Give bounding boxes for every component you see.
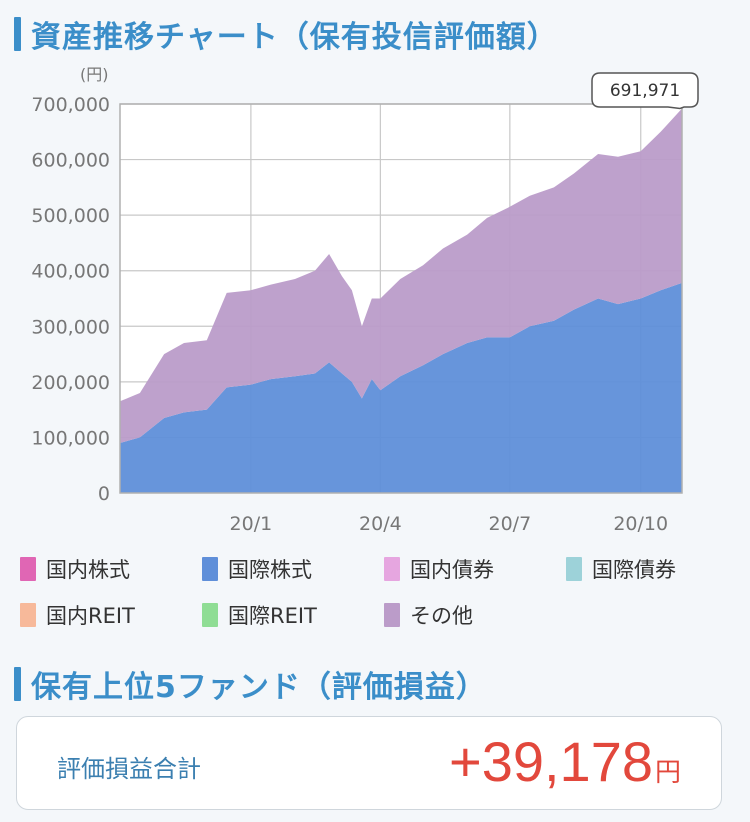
top-funds-section-title: 保有上位5ファンド（評価損益） xyxy=(14,662,487,706)
legend-label: 国際債券 xyxy=(592,558,676,582)
legend-label: 国内株式 xyxy=(46,558,130,582)
profit-unit: 円 xyxy=(654,757,681,787)
y-tick-label: 700,000 xyxy=(31,94,110,116)
y-tick-label: 500,000 xyxy=(31,205,110,227)
legend-swatch xyxy=(20,557,36,581)
y-tick-label: 100,000 xyxy=(31,427,110,449)
legend-item: 国内株式 xyxy=(20,556,202,582)
profit-summary-label: 評価損益合計 xyxy=(57,755,201,783)
asset-chart: 0 100,000 200,000 300,000 400,000 500,000 600,… xyxy=(31,65,699,535)
legend-swatch xyxy=(566,557,582,581)
profit-summary-card: 評価損益合計 +39,178円 xyxy=(16,716,722,810)
title-accent-bar xyxy=(14,667,21,701)
legend-item: 国内債券 xyxy=(384,556,566,582)
value-callout xyxy=(591,72,699,110)
profit-amount: +39,178 xyxy=(449,730,653,793)
chart-section-title-text: 資産推移チャート（保有投信評価額） xyxy=(31,20,558,55)
title-accent-bar xyxy=(14,17,21,51)
legend-swatch xyxy=(384,603,400,627)
profit-summary-value: +39,178円 xyxy=(449,729,681,794)
top-funds-section-title-text: 保有上位5ファンド（評価損益） xyxy=(31,670,487,705)
legend-label: 国内REIT xyxy=(46,604,135,628)
legend-item: 国際債券 xyxy=(566,556,748,582)
legend-swatch xyxy=(384,557,400,581)
legend-item: その他 xyxy=(384,602,566,628)
legend-item: 国際REIT xyxy=(202,602,384,628)
x-tick-label: 20/1 xyxy=(230,513,273,535)
legend-swatch xyxy=(202,557,218,581)
y-tick-label: 200,000 xyxy=(31,372,110,394)
x-tick-label: 20/7 xyxy=(489,513,532,535)
legend-label: 国際株式 xyxy=(228,558,312,582)
area-series xyxy=(120,108,682,443)
x-tick-label: 20/10 xyxy=(613,513,668,535)
legend-label: その他 xyxy=(410,604,473,628)
legend-swatch xyxy=(20,603,36,627)
area-series xyxy=(120,282,682,493)
legend-label: 国内債券 xyxy=(410,558,494,582)
x-tick-label: 20/4 xyxy=(359,513,402,535)
plot-frame xyxy=(119,103,683,494)
y-tick-label: 0 xyxy=(98,483,110,505)
y-unit-label: (円) xyxy=(80,65,109,84)
chart-section-title: 資産推移チャート（保有投信評価額） xyxy=(14,12,558,56)
y-tick-label: 600,000 xyxy=(31,150,110,172)
legend-label: 国際REIT xyxy=(228,604,317,628)
chart-legend: 国内株式 国際株式 国内債券 国際債券国内REIT 国際REIT その他 xyxy=(20,556,740,628)
legend-item: 国際株式 xyxy=(202,556,384,582)
y-tick-label: 400,000 xyxy=(31,261,110,283)
y-tick-label: 300,000 xyxy=(31,316,110,338)
legend-swatch xyxy=(202,603,218,627)
value-callout-text: 691,971 xyxy=(610,81,680,101)
legend-item: 国内REIT xyxy=(20,602,202,628)
